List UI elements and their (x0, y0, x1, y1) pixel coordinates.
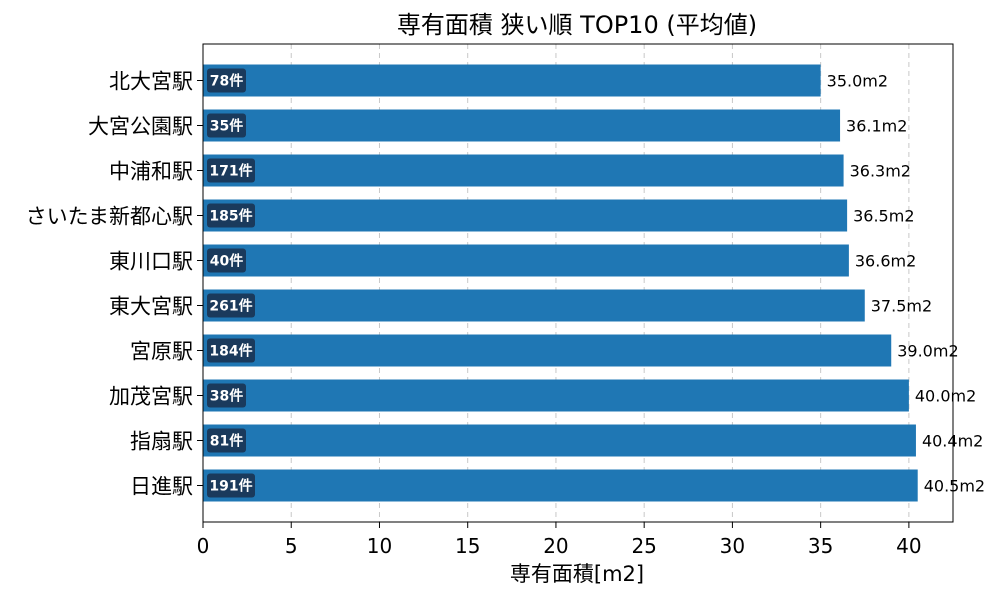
count-badge (207, 383, 246, 408)
count-badge (207, 248, 246, 273)
x-tick-label: 10 (367, 534, 392, 558)
count-label: 38件 (210, 388, 243, 405)
count-label: 171件 (209, 163, 252, 180)
count-label: 184件 (209, 343, 252, 360)
category-label: 日進駅 (130, 475, 193, 499)
count-badge (207, 203, 255, 228)
y-axis: 北大宮駅大宮公園駅中浦和駅さいたま新都心駅東川口駅東大宮駅宮原駅加茂宮駅指扇駅日… (26, 70, 203, 499)
count-label: 191件 (209, 478, 252, 495)
value-label: 35.0m2 (827, 72, 888, 91)
count-label: 78件 (210, 73, 243, 90)
count-label: 81件 (210, 433, 243, 450)
value-label: 36.5m2 (853, 207, 914, 226)
count-label: 40件 (210, 253, 243, 270)
category-label: さいたま新都心駅 (26, 205, 193, 229)
bar (203, 154, 844, 187)
value-label: 36.3m2 (850, 162, 911, 181)
x-tick-label: 5 (285, 534, 298, 558)
value-label: 37.5m2 (871, 297, 932, 316)
category-label: 中浦和駅 (109, 160, 193, 184)
x-axis: 0 5 10 15 20 25 30 35 40 (197, 522, 922, 558)
category-label: 宮原駅 (130, 340, 193, 364)
x-tick-label: 20 (543, 534, 568, 558)
count-label: 261件 (209, 298, 252, 315)
bar (203, 289, 865, 322)
count-badge (207, 68, 246, 93)
bar (203, 469, 918, 502)
bar (203, 424, 916, 457)
plot-frame (202, 43, 954, 523)
bar (203, 64, 821, 97)
x-tick-label: 25 (631, 534, 656, 558)
bar (203, 109, 841, 142)
count-badge (207, 293, 255, 318)
x-axis-label: 専有面積[m2] (510, 562, 644, 586)
x-tick-label: 15 (455, 534, 480, 558)
category-label: 指扇駅 (130, 430, 193, 454)
x-tick-label: 0 (197, 534, 210, 558)
value-label: 40.0m2 (915, 387, 976, 406)
count-badge (207, 473, 255, 498)
category-label: 東川口駅 (109, 250, 193, 274)
value-label: 40.5m2 (924, 477, 985, 496)
x-tick-label: 35 (808, 534, 833, 558)
x-tick-label: 30 (720, 534, 745, 558)
value-label: 36.1m2 (846, 117, 907, 136)
count-badge (207, 338, 255, 363)
chart-title: 専有面積 狭い順 TOP10 (平均値) (397, 11, 757, 39)
bar (203, 199, 848, 232)
count-label: 35件 (210, 118, 243, 135)
category-label: 東大宮駅 (109, 295, 193, 319)
count-badge (207, 113, 246, 138)
count-label: 185件 (209, 208, 252, 225)
count-badge (207, 428, 246, 453)
bar (203, 379, 909, 412)
bar (203, 244, 849, 277)
category-label: 加茂宮駅 (109, 385, 193, 409)
bars: 35.0m2 78件 36.1m2 35件 36.3m2 171件 36.5m2 185件 36… (203, 64, 985, 502)
value-label: 39.0m2 (897, 342, 958, 361)
x-tick-label: 40 (896, 534, 921, 558)
category-label: 大宮公園駅 (88, 115, 193, 139)
count-badge (207, 158, 255, 183)
bar (203, 334, 892, 367)
value-label: 36.6m2 (855, 252, 916, 271)
category-label: 北大宮駅 (109, 70, 193, 94)
